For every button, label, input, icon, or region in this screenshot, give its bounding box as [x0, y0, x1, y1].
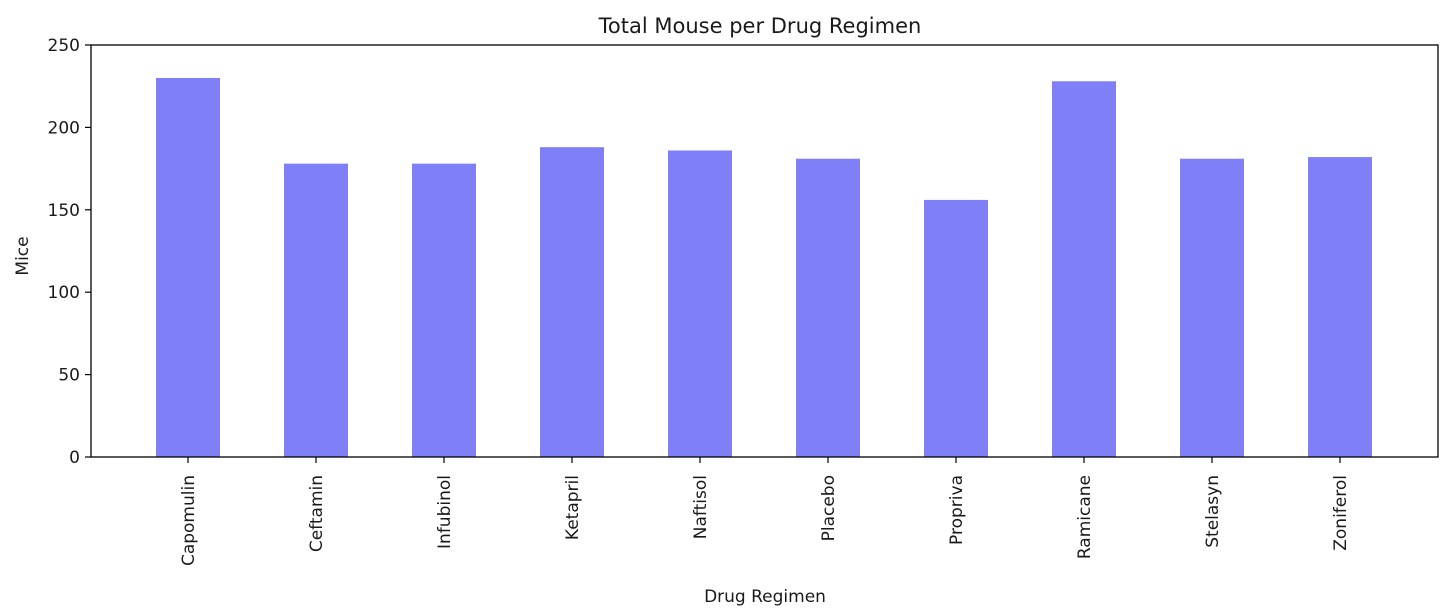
bar-infubinol [412, 163, 476, 457]
x-tick-label: Placebo [819, 475, 839, 541]
y-tick-label: 50 [58, 366, 80, 386]
bar-ceftamin [284, 163, 348, 457]
x-tick-label: Infubinol [435, 475, 455, 549]
bar-stelasyn [1180, 158, 1244, 457]
bar-naftisol [668, 150, 732, 458]
chart-title: Total Mouse per Drug Regimen [598, 14, 922, 38]
bar-ketapril [540, 147, 604, 457]
x-tick-label: Ramicane [1075, 475, 1095, 559]
y-tick-label: 150 [48, 201, 80, 221]
x-tick-label: Ketapril [563, 475, 583, 540]
y-tick-label: 200 [48, 118, 80, 138]
x-axis-label: Drug Regimen [704, 587, 826, 607]
y-tick-label: 250 [48, 36, 80, 56]
y-tick-label: 0 [69, 448, 80, 468]
bar-capomulin [156, 77, 220, 458]
plot-frame [90, 44, 1439, 458]
x-axis: Capomulin Ceftamin Infubinol Ketapril Naftis… [179, 457, 1351, 566]
y-axis-label: Mice [13, 236, 33, 275]
y-tick-label: 100 [48, 283, 80, 303]
x-tick-label: Naftisol [691, 475, 711, 539]
bar-propriva [924, 199, 988, 458]
x-tick-label: Stelasyn [1203, 475, 1223, 548]
x-tick-label: Ceftamin [307, 475, 327, 552]
x-tick-label: Zoniferol [1331, 475, 1351, 551]
x-tick-label: Capomulin [179, 475, 199, 566]
y-axis: 0 50 100 150 200 250 [48, 36, 91, 468]
bars-layer [156, 77, 1372, 458]
bar-zoniferol [1308, 157, 1372, 457]
x-tick-label: Propriva [947, 475, 967, 545]
bar-placebo [796, 158, 860, 457]
bar-ramicane [1052, 81, 1116, 458]
